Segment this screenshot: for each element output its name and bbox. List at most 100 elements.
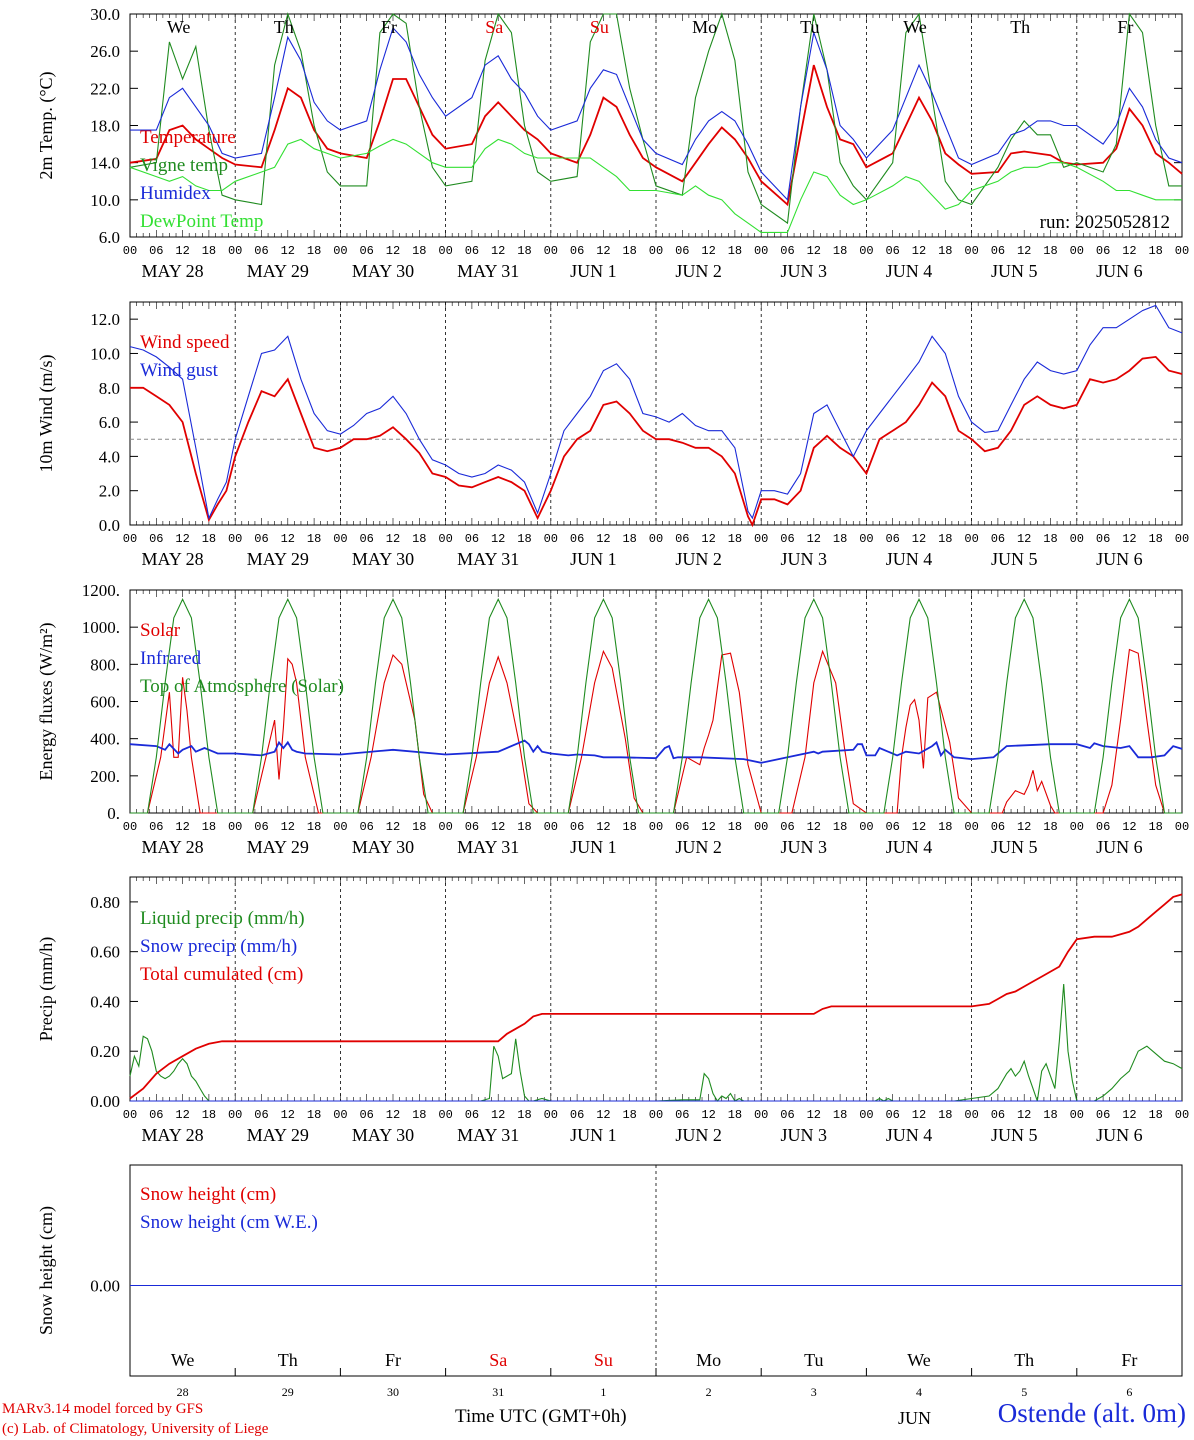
- series-line: [130, 26, 1183, 202]
- legend-entry: Temperature: [140, 127, 236, 148]
- hour-tick-label: 06: [359, 244, 373, 258]
- hour-tick-label: 18: [412, 820, 426, 834]
- hour-tick-label: 00: [333, 244, 347, 258]
- hour-tick-label: 06: [570, 244, 584, 258]
- weekday-label: Fr: [381, 17, 397, 37]
- hour-tick-label: 00: [544, 244, 558, 258]
- day-number-label: 1: [600, 1385, 606, 1399]
- hour-tick-label: 00: [438, 244, 452, 258]
- day-label: JUN 6: [1096, 837, 1143, 857]
- hour-tick-label: 18: [1043, 244, 1057, 258]
- hour-tick-label: 18: [517, 1108, 531, 1122]
- hour-tick-label: 12: [175, 820, 189, 834]
- legend-entry: Snow precip (mm/h): [140, 936, 297, 957]
- series-line: [130, 598, 1182, 814]
- weekday-label: Th: [274, 17, 294, 37]
- hour-tick-label: 00: [859, 1108, 873, 1122]
- hour-tick-label: 12: [281, 820, 295, 834]
- weekday-label: Tu: [800, 17, 819, 37]
- y-tick-label: 0.60: [90, 943, 120, 962]
- y-tick-label: 8.0: [99, 379, 120, 398]
- day-number-label: 2: [706, 1385, 712, 1399]
- y-tick-label: 22.0: [90, 79, 120, 98]
- hour-tick-label: 12: [491, 820, 505, 834]
- hour-tick-label: 00: [859, 820, 873, 834]
- hour-tick-label: 00: [228, 244, 242, 258]
- hour-tick-label: 12: [807, 1108, 821, 1122]
- hour-tick-label: 18: [307, 244, 321, 258]
- y-tick-label: 6.0: [99, 228, 120, 247]
- hour-tick-label: 12: [701, 532, 715, 546]
- y-axis-label: Snow height (cm): [36, 1206, 57, 1335]
- hour-tick-label: 12: [281, 532, 295, 546]
- hour-tick-label: 12: [175, 532, 189, 546]
- hour-tick-label: 18: [202, 244, 216, 258]
- day-label: MAY 28: [142, 261, 204, 281]
- hour-tick-label: 06: [570, 820, 584, 834]
- y-tick-label: 0.80: [90, 893, 120, 912]
- hour-tick-label: 18: [517, 244, 531, 258]
- weekday-label: Tu: [804, 1350, 823, 1370]
- y-axis-label: Precip (mm/h): [36, 937, 57, 1041]
- y-tick-label: 600.: [90, 693, 120, 712]
- hour-tick-label: 12: [491, 244, 505, 258]
- day-label: JUN 2: [675, 261, 722, 281]
- legend-entry: Solar: [140, 620, 181, 641]
- hour-tick-label: 12: [386, 244, 400, 258]
- hour-tick-label: 12: [701, 244, 715, 258]
- hour-tick-label: 06: [991, 532, 1005, 546]
- day-number-label: 30: [387, 1385, 399, 1399]
- day-label: JUN 4: [886, 261, 933, 281]
- hour-tick-label: 18: [1043, 820, 1057, 834]
- credits: MARv3.14 model forced by GFS (c) Lab. of…: [2, 1399, 268, 1439]
- hour-tick-label: 12: [386, 1108, 400, 1122]
- hour-tick-label: 18: [307, 1108, 321, 1122]
- hour-tick-label: 12: [807, 532, 821, 546]
- hour-tick-label: 00: [1070, 820, 1084, 834]
- y-tick-label: 0.40: [90, 992, 120, 1011]
- hour-tick-label: 00: [649, 244, 663, 258]
- day-label: MAY 31: [457, 837, 519, 857]
- hour-tick-label: 00: [649, 820, 663, 834]
- hour-tick-label: 00: [333, 532, 347, 546]
- day-label: JUN 1: [570, 837, 617, 857]
- hour-tick-label: 00: [754, 532, 768, 546]
- panel-frame: [129, 301, 1183, 526]
- hour-tick-label: 18: [938, 244, 952, 258]
- hour-tick-label: 12: [807, 244, 821, 258]
- hour-tick-label: 18: [622, 820, 636, 834]
- hour-tick-label: 06: [1096, 820, 1110, 834]
- legend-entry: Top of Atmosphere (Solar): [140, 676, 344, 697]
- legend-entry: Wind speed: [140, 332, 230, 353]
- hour-tick-label: 06: [149, 820, 163, 834]
- hour-tick-label: 00: [649, 532, 663, 546]
- hour-tick-label: 18: [622, 244, 636, 258]
- hour-tick-label: 18: [412, 1108, 426, 1122]
- weekday-label: We: [907, 1350, 931, 1370]
- hour-tick-label: 18: [938, 532, 952, 546]
- day-label: MAY 29: [247, 1125, 309, 1145]
- hour-tick-label: 00: [754, 1108, 768, 1122]
- day-label: MAY 30: [352, 1125, 414, 1145]
- y-tick-label: 0.00: [90, 1092, 120, 1111]
- hour-tick-label: 06: [465, 1108, 479, 1122]
- hour-tick-label: 06: [254, 532, 268, 546]
- y-tick-label: 10.0: [90, 344, 120, 363]
- day-label: JUN 6: [1096, 549, 1143, 569]
- hour-tick-label: 06: [1096, 532, 1110, 546]
- hour-tick-label: 06: [149, 532, 163, 546]
- day-label: JUN 6: [1096, 1125, 1143, 1145]
- hour-tick-label: 18: [1148, 532, 1162, 546]
- weekday-label: Th: [1010, 17, 1030, 37]
- y-tick-label: 30.0: [90, 5, 120, 24]
- hour-tick-label: 18: [938, 1108, 952, 1122]
- y-tick-label: 12.0: [90, 310, 120, 329]
- day-label: JUN 4: [886, 549, 933, 569]
- hour-tick-label: 00: [438, 1108, 452, 1122]
- day-label: JUN 2: [675, 1125, 722, 1145]
- hour-tick-label: 00: [438, 532, 452, 546]
- day-label: MAY 28: [142, 1125, 204, 1145]
- day-label: MAY 29: [247, 549, 309, 569]
- y-tick-label: 6.0: [99, 413, 120, 432]
